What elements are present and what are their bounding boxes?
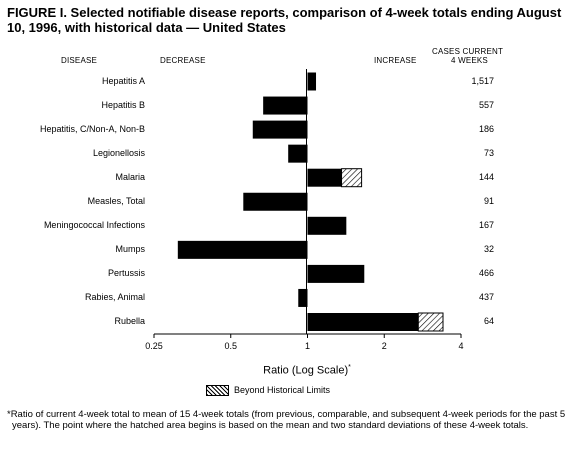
header-increase: INCREASE: [374, 56, 417, 65]
bar-hatched-10: [417, 312, 444, 332]
legend: Beyond Historical Limits: [206, 384, 331, 397]
bar-9: [298, 288, 308, 307]
bar-3: [288, 144, 308, 163]
bar-2: [252, 120, 308, 139]
cases-current-value: 1,517: [471, 75, 494, 86]
x-axis-label: Ratio (Log Scale): [263, 364, 349, 377]
cases-current-value: 167: [478, 219, 494, 230]
header-disease: DISEASE: [61, 56, 98, 65]
disease-label: Pertussis: [107, 267, 145, 278]
cases-current-value: 437: [478, 291, 494, 302]
cases-current-value: 466: [478, 267, 494, 278]
header-cases-line1: CASES CURRENT: [432, 47, 504, 56]
bar-1: [263, 96, 308, 115]
bar-6: [307, 216, 347, 235]
bar-8: [307, 264, 365, 283]
cases-current-value: 64: [483, 316, 494, 326]
disease-label: Malaria: [115, 171, 145, 182]
bar-4: [307, 168, 342, 187]
disease-label: Rubella: [114, 316, 145, 326]
bar-5: [243, 192, 308, 211]
bar-hatched-4: [341, 168, 363, 188]
cases-current-value: 32: [483, 243, 494, 254]
disease-label: Meningococcal Infections: [43, 219, 145, 230]
disease-label: Hepatitis B: [101, 99, 145, 110]
disease-label: Rabies, Animal: [84, 291, 145, 302]
legend-label: Beyond Historical Limits: [234, 385, 331, 395]
x-axis-footnote-marker: *: [348, 364, 351, 371]
x-axis-title: Ratio (Log Scale)*: [262, 361, 352, 378]
cases-current-value: 144: [478, 171, 494, 182]
cases-current-value: 73: [483, 147, 494, 158]
disease-label: Legionellosis: [92, 147, 145, 158]
x-tick-label: 2: [381, 341, 387, 351]
cases-current-value: 557: [478, 99, 494, 110]
legend-hatch-swatch: [206, 385, 229, 397]
header-decrease: DECREASE: [160, 56, 206, 65]
disease-label: Measles, Total: [87, 195, 145, 206]
bar-7: [177, 240, 308, 259]
cases-current-value: 91: [483, 195, 494, 206]
bar-10: [307, 313, 419, 331]
header-cases-line2: 4 WEEKS: [451, 56, 488, 65]
x-tick-label: 0.25: [145, 341, 163, 351]
cases-current-value: 186: [478, 123, 494, 134]
footnote: *Ratio of current 4-week total to mean o…: [7, 409, 566, 431]
x-tick-label: 0.5: [224, 341, 237, 351]
bar-0: [307, 72, 317, 91]
x-tick-label: 1: [304, 341, 310, 351]
figure-title: FIGURE I. Selected notifiable disease re…: [7, 5, 562, 35]
disease-label: Hepatitis, C/Non-A, Non-B: [39, 123, 145, 134]
disease-label: Mumps: [115, 243, 145, 254]
x-tick-label: 4: [458, 341, 464, 351]
disease-label: Hepatitis A: [101, 75, 145, 86]
